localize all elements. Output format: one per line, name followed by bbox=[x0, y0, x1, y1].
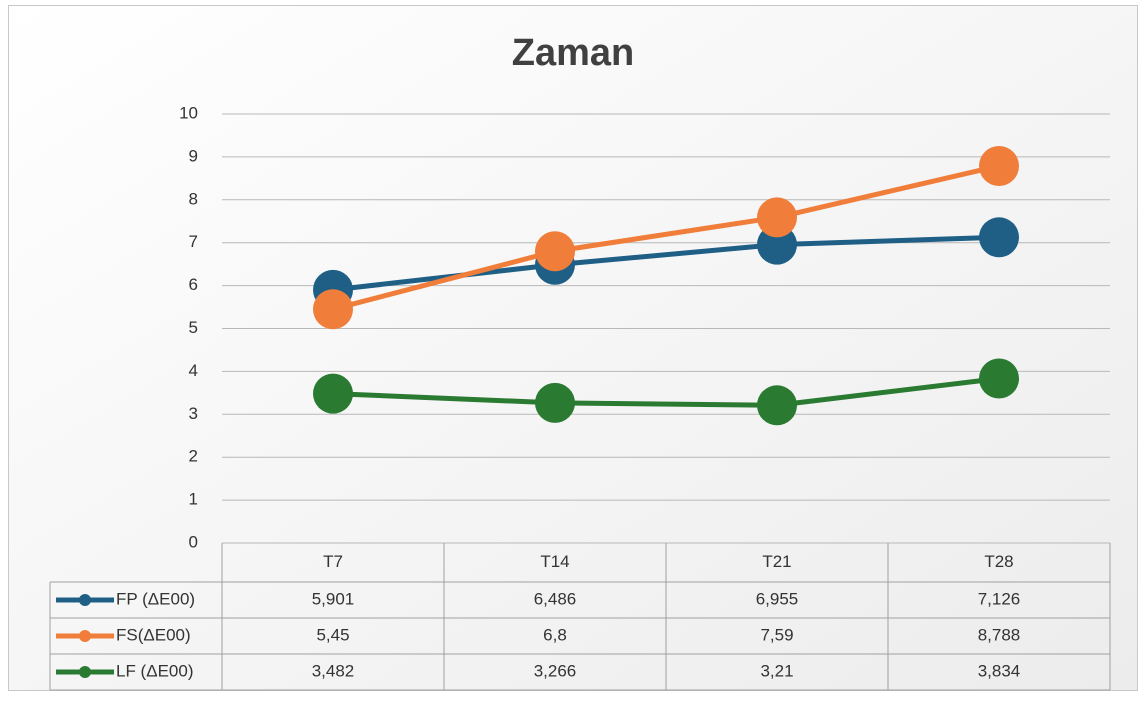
x-tick-label: T21 bbox=[762, 552, 791, 571]
data-point bbox=[535, 231, 575, 272]
y-tick-label: 2 bbox=[189, 447, 198, 466]
data-table-value: 7,126 bbox=[978, 589, 1021, 608]
legend-key-marker bbox=[79, 594, 91, 606]
y-tick-label: 4 bbox=[189, 361, 198, 380]
data-table-value: 3,266 bbox=[534, 661, 577, 680]
legend-label: FP (ΔE00) bbox=[116, 589, 195, 608]
data-table-value: 3,482 bbox=[312, 661, 355, 680]
y-tick-label: 7 bbox=[189, 232, 198, 251]
series-line bbox=[332, 376, 1000, 408]
y-tick-label: 1 bbox=[189, 490, 198, 509]
data-table-value: 6,486 bbox=[534, 589, 577, 608]
legend-key-marker bbox=[79, 630, 91, 642]
data-table-value: 8,788 bbox=[978, 625, 1021, 644]
legend-key-marker bbox=[79, 666, 91, 678]
y-tick-label: 5 bbox=[189, 318, 198, 337]
y-tick-label: 9 bbox=[189, 146, 198, 165]
data-table-value: 3,834 bbox=[978, 661, 1021, 680]
series-line bbox=[332, 163, 1000, 312]
y-tick-label: 6 bbox=[189, 275, 198, 294]
chart-frame bbox=[8, 5, 1138, 691]
data-point bbox=[757, 385, 797, 426]
data-point bbox=[535, 382, 575, 423]
data-point bbox=[979, 217, 1019, 258]
y-tick-label: 3 bbox=[189, 404, 198, 423]
data-table-value: 6,8 bbox=[543, 625, 567, 644]
x-tick-label: T14 bbox=[540, 552, 569, 571]
data-point bbox=[979, 358, 1019, 399]
y-tick-label: 0 bbox=[189, 532, 198, 551]
data-point bbox=[313, 373, 353, 414]
data-point bbox=[979, 145, 1019, 186]
data-table-value: 5,901 bbox=[312, 589, 355, 608]
data-table-value: 5,45 bbox=[316, 625, 349, 644]
series-line bbox=[332, 234, 1000, 293]
data-table-value: 3,21 bbox=[760, 661, 793, 680]
x-tick-label: T7 bbox=[323, 552, 343, 571]
y-tick-label: 10 bbox=[179, 103, 198, 122]
data-table-value: 6,955 bbox=[756, 589, 799, 608]
x-tick-label: T28 bbox=[984, 552, 1013, 571]
chart-title: Zaman bbox=[512, 32, 634, 74]
legend-label: LF (ΔE00) bbox=[116, 661, 194, 680]
y-tick-label: 8 bbox=[189, 189, 198, 208]
data-point bbox=[313, 289, 353, 330]
data-point bbox=[757, 197, 797, 238]
data-table-value: 7,59 bbox=[760, 625, 793, 644]
legend-label: FS(ΔE00) bbox=[116, 625, 191, 644]
